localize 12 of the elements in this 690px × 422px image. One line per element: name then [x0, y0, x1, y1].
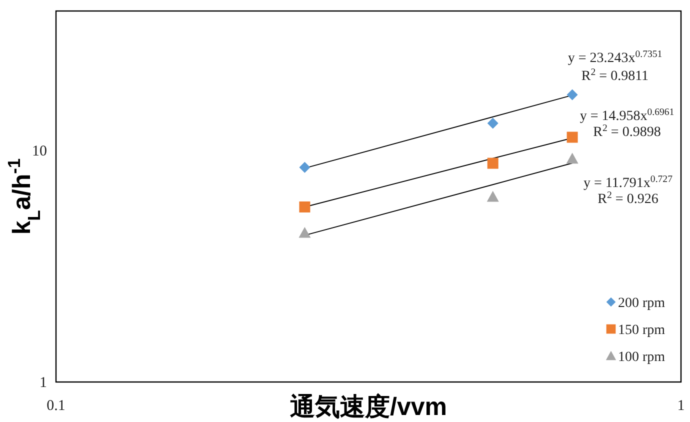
annotation: y = 23.243x$^{0.7351}$ [568, 48, 662, 66]
x-axis-title: 通気速度/vvm [290, 393, 447, 421]
annotation: R$^{2}$ = 0.9898 [593, 122, 661, 140]
annotation: y = 11.791x$^{0.727}$ [584, 174, 673, 191]
y-tick-label: 10 [32, 143, 47, 160]
legend-label: 150 rpm [618, 323, 666, 338]
x-tick-label: 0.1 [46, 398, 66, 414]
legend-label: 200 rpm [618, 296, 666, 311]
annotation: R$^{2}$ = 0.9811 [581, 66, 649, 84]
legend-label: 100 rpm [618, 350, 666, 365]
annotation: y = 14.958x$^{0.6961}$ [580, 106, 674, 124]
annotation: R$^{2}$ = 0.926 [598, 190, 658, 207]
